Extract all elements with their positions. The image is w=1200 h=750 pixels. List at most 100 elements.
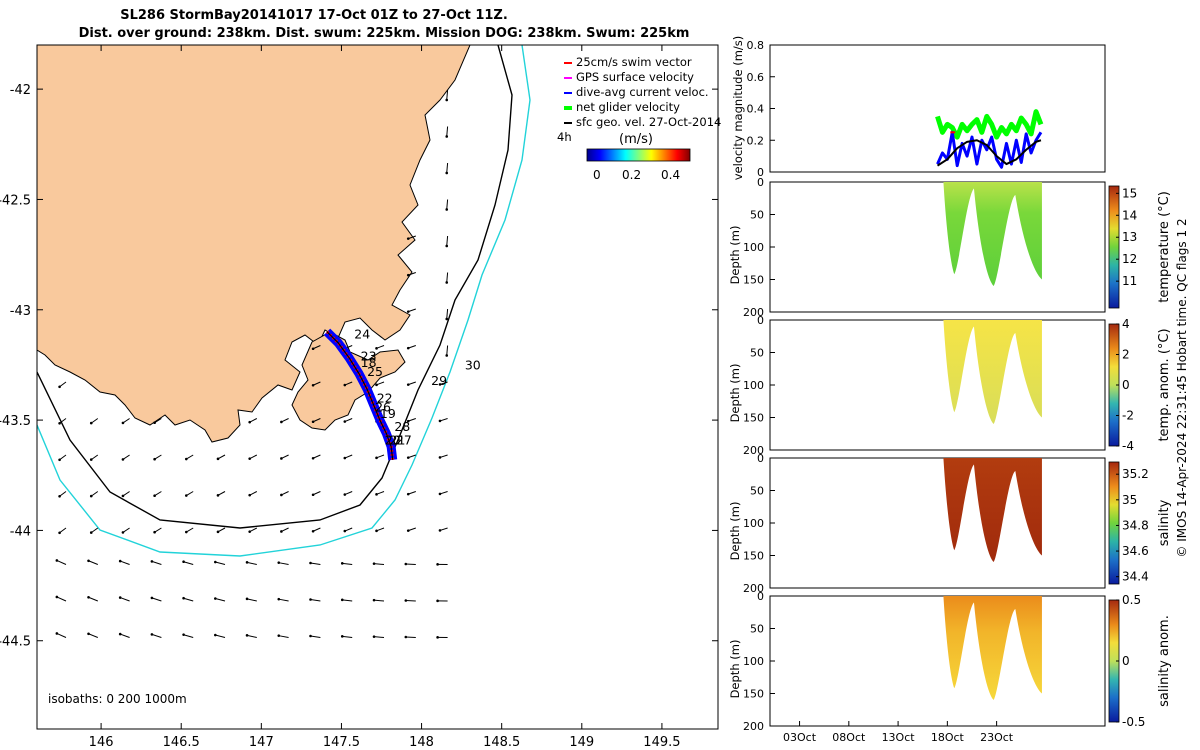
velocity-arrow-head — [182, 633, 185, 637]
velocity-arrow-head — [445, 98, 449, 102]
velocity-arrow — [120, 633, 130, 638]
velocity-arrow — [446, 89, 449, 101]
velocity-arrow-head — [153, 457, 156, 461]
velocity-arrow-head — [87, 632, 90, 636]
velocity-arrow — [439, 381, 448, 385]
velocity-arrow-head — [153, 421, 156, 425]
map-ytick-label: -44.5 — [0, 635, 31, 650]
colorbar-tick-2: 0.4 — [661, 168, 680, 182]
depth-tick-label: 50 — [750, 347, 764, 360]
velocity-arrow — [183, 561, 194, 565]
velocity-arrow — [120, 560, 130, 565]
day-label: 24 — [354, 326, 370, 341]
colorbar-tick-label: 34.8 — [1122, 518, 1149, 532]
velocity-arrow — [59, 381, 67, 388]
velocity-arrow-head — [404, 599, 408, 602]
map-frame — [36, 44, 719, 730]
section-data-field — [943, 320, 1042, 424]
velocity-arrow — [278, 598, 289, 602]
velocity-arrow — [217, 454, 226, 460]
section-panel-0: 0 50 100 150 200 Depth (m) 15 14 13 12 11 temperatu… — [728, 176, 1172, 319]
velocity-arrow-head — [309, 561, 312, 565]
velocity-arrow-head — [58, 458, 61, 462]
colorbar-tick-label: 14 — [1122, 208, 1137, 222]
depth-tick-label: 200 — [743, 720, 764, 733]
velocity-arrow-head — [280, 493, 283, 497]
colorbar-label: temp. anom. (°C) — [1157, 328, 1172, 441]
section-axes — [769, 595, 1106, 727]
glider-track — [323, 328, 398, 461]
velocity-arrow-head — [214, 633, 217, 637]
velocity-arrow — [154, 491, 162, 497]
velocity-arrow — [344, 381, 353, 386]
depth-tick-label: 150 — [743, 688, 764, 701]
velocity-arrow-head — [248, 420, 251, 424]
date-tick-label: 23Oct — [980, 731, 1014, 744]
velocity-arrow-head — [277, 561, 281, 564]
velocity-arrow — [373, 563, 385, 565]
velocity-arrow-head — [277, 634, 281, 637]
velocity-arrow-head — [404, 635, 408, 639]
velocity-arrow — [408, 454, 416, 459]
velocity-arrow — [151, 597, 162, 602]
day-label: 28 — [394, 419, 410, 434]
velocity-arrow — [373, 636, 385, 638]
velocity-arrow — [217, 527, 226, 533]
map-xtick-label: 147 — [249, 735, 274, 750]
velocity-arrow — [446, 308, 449, 320]
velocity-arrow-head — [438, 492, 442, 496]
velocity-arrow-head — [280, 457, 283, 460]
depth-tick-label: 0 — [757, 452, 764, 465]
glider-path-line — [326, 331, 394, 460]
velocity-arrow-head — [445, 208, 449, 211]
velocity-arrow — [342, 599, 353, 602]
day-label: 22 — [377, 390, 393, 405]
colorbar-tick-label: 0.5 — [1122, 593, 1141, 607]
velocity-arrow-head — [406, 383, 410, 386]
velocity-arrow-head — [436, 636, 439, 639]
velocity-arrow-head — [375, 493, 378, 496]
colorbar-unit: (m/s) — [619, 132, 653, 147]
velocity-arrow — [344, 527, 353, 532]
velocity-arrow — [249, 527, 258, 533]
velocity-axes — [769, 44, 1106, 173]
velocity-arrow — [249, 491, 258, 496]
velocity-arrow — [215, 634, 226, 638]
depth-tick-label: 100 — [743, 241, 764, 254]
velocity-arrow-head — [280, 420, 283, 424]
velocity-arrow — [249, 418, 258, 423]
velocity-arrow-head — [118, 632, 122, 636]
velocity-arrow-head — [184, 494, 188, 497]
depth-tick-label: 0 — [757, 314, 764, 327]
colorbar-tick-label: 34.6 — [1122, 544, 1149, 558]
velocity-arrow-head — [445, 354, 449, 357]
velocity-arrow — [342, 635, 353, 638]
speed-colorbar — [586, 148, 691, 162]
velocity-arrow — [408, 272, 416, 276]
velocity-arrow — [90, 454, 99, 461]
velocity-arrow-head — [58, 494, 61, 498]
velocity-arrow-head — [375, 529, 378, 533]
map-legend: 25cm/s swim vector GPS surface velocity … — [557, 55, 721, 182]
velocity-arrow — [408, 345, 416, 349]
velocity-arrow — [90, 491, 99, 497]
depth-tick-label: 50 — [750, 623, 764, 636]
velocity-arrow — [344, 454, 353, 459]
day-label: 26 — [375, 399, 391, 414]
velocity-arrow-head — [406, 419, 410, 423]
velocity-arrow-head — [372, 598, 376, 602]
velocity-arrow-head — [343, 529, 347, 533]
velocity-arrow — [312, 527, 321, 532]
velocity-arrow — [122, 418, 130, 424]
colorbar-label: salinity — [1157, 499, 1172, 546]
velocity-arrow-head — [182, 560, 185, 564]
velocity-arrow — [439, 418, 448, 422]
section-panel-3: 0 50 100 150 200 Depth (m) 0.5 0 -0.5 salinity an… — [728, 590, 1172, 733]
velocity-arrow-head — [445, 135, 449, 138]
velocity-ytick-label: 0 — [757, 166, 764, 179]
velocity-arrow — [154, 454, 162, 460]
colorbar-tick-label: 2 — [1122, 348, 1130, 362]
velocity-arrow — [249, 454, 258, 460]
